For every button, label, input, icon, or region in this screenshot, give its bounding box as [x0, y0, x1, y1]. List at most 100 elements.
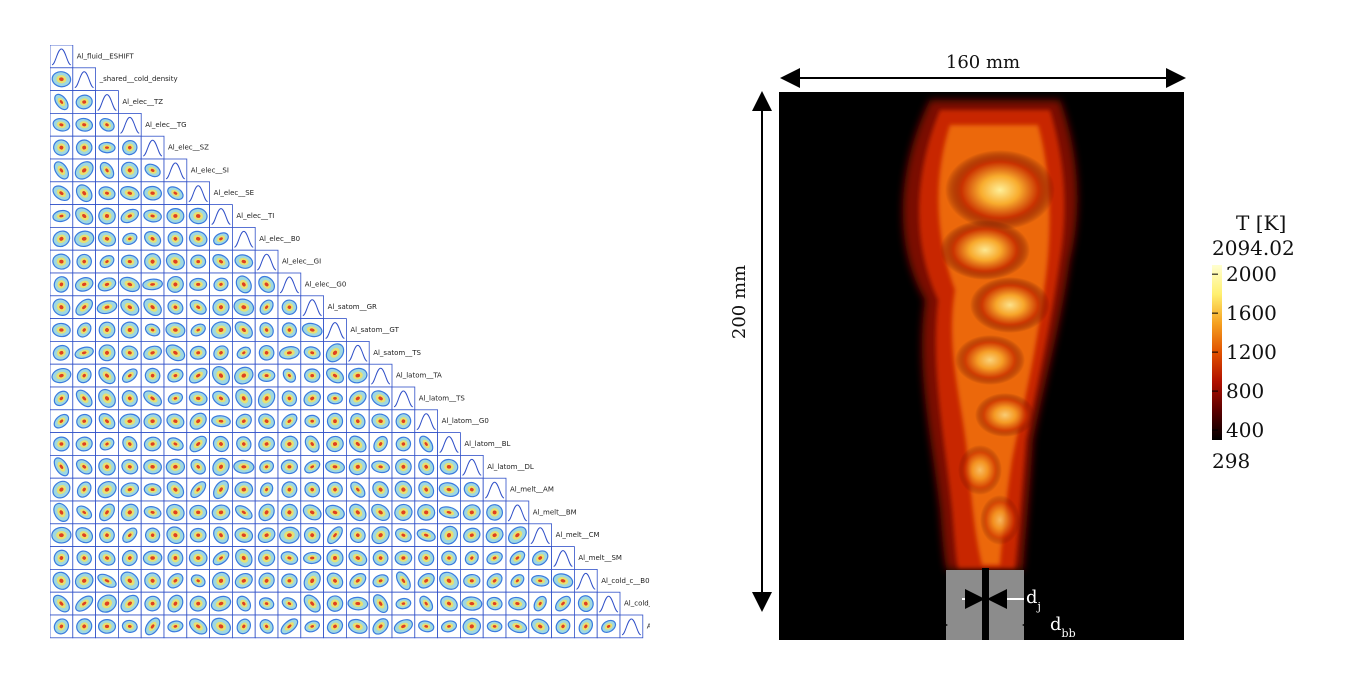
joint-cell: [95, 363, 119, 388]
joint-cell: [50, 409, 74, 433]
joint-cell: [163, 181, 188, 206]
joint-cell: [72, 295, 96, 320]
joint-cell: [209, 386, 233, 411]
joint-cell: [459, 500, 484, 525]
joint-cell: [482, 614, 507, 639]
joint-cell: [368, 591, 393, 616]
joint-cell: [596, 614, 621, 639]
joint-cell: [95, 204, 119, 228]
colorbar-tick-label: 800: [1226, 379, 1264, 403]
joint-cell: [118, 477, 142, 502]
joint-cell: [72, 113, 96, 137]
parameter-label: Al_elec__G0: [305, 280, 347, 288]
svg-text:dj: dj: [1026, 587, 1041, 613]
joint-cell: [323, 340, 347, 365]
joint-cell: [118, 135, 142, 160]
joint-cell: [277, 363, 302, 388]
joint-cell: [437, 454, 461, 479]
joint-cell: [118, 363, 142, 388]
joint-cell: [50, 500, 74, 525]
joint-cell: [50, 90, 74, 114]
joint-cell: [95, 340, 119, 365]
joint-cell: [163, 204, 188, 228]
joint-cell: [254, 386, 279, 411]
joint-cell: [254, 272, 279, 297]
marginal-cell: Al_melt__BM: [505, 500, 577, 525]
joint-cell: [323, 546, 347, 570]
joint-cell: [277, 569, 302, 593]
parameter-label: Al_satom__TS: [373, 349, 421, 357]
joint-cell: [140, 523, 165, 547]
joint-cell: [209, 477, 233, 502]
joint-cell: [95, 318, 119, 342]
joint-cell: [574, 614, 598, 639]
parameter-label: Al_latom__BL: [464, 440, 510, 448]
joint-cell: [414, 614, 438, 639]
joint-cell: [163, 614, 188, 639]
marginal-cell: Al_elec__GI: [254, 249, 321, 274]
parameter-label: Al_elec__SI: [191, 166, 229, 174]
colorbar-tick-label: 1200: [1226, 340, 1277, 364]
joint-cell: [437, 477, 461, 502]
joint-cell: [163, 477, 188, 502]
joint-cell: [95, 523, 119, 547]
joint-cell: [505, 614, 530, 639]
joint-cell: [95, 591, 119, 616]
joint-cell: [118, 226, 142, 251]
joint-cell: [140, 500, 165, 525]
joint-cell: [118, 614, 142, 639]
joint-cell: [72, 546, 96, 570]
joint-cell: [551, 569, 575, 593]
joint-cell: [186, 204, 211, 228]
corner-plot: Al_fluid__ESHIFT _shared__cold_density Al_…: [50, 45, 650, 639]
joint-cell: [368, 500, 393, 525]
joint-cell: [209, 614, 233, 639]
joint-cell: [368, 477, 393, 502]
joint-cell: [186, 569, 211, 593]
joint-cell: [391, 591, 416, 616]
joint-cell: [231, 295, 256, 320]
joint-cell: [231, 272, 256, 297]
dj-subscript: j: [1036, 600, 1041, 613]
dbb-label: d: [1050, 614, 1062, 635]
joint-cell: [50, 614, 74, 639]
joint-cell: [140, 249, 165, 274]
joint-cell: [391, 500, 416, 525]
joint-cell: [163, 249, 188, 274]
marginal-cell: Al_latom__TA: [368, 363, 442, 388]
joint-cell: [72, 409, 96, 433]
joint-cell: [231, 614, 256, 639]
parameter-label: Al_fluid__ESHIFT: [77, 52, 135, 60]
joint-cell: [345, 523, 370, 547]
joint-cell: [163, 591, 188, 616]
joint-cell: [209, 569, 233, 593]
joint-cell: [140, 318, 165, 342]
joint-cell: [140, 158, 165, 183]
joint-cell: [345, 591, 370, 616]
joint-cell: [414, 432, 438, 456]
joint-cell: [254, 295, 279, 320]
joint-cell: [277, 454, 302, 479]
joint-cell: [95, 454, 119, 479]
joint-cell: [231, 477, 256, 502]
marginal-cell: Al_cold_c__B0: [574, 569, 650, 593]
joint-cell: [459, 569, 484, 593]
joint-cell: [95, 226, 119, 251]
joint-cell: [118, 591, 142, 616]
joint-cell: [505, 569, 530, 593]
joint-cell: [254, 523, 279, 547]
joint-cell: [391, 432, 416, 456]
joint-cell: [209, 454, 233, 479]
joint-cell: [118, 340, 142, 365]
joint-cell: [300, 340, 325, 365]
joint-cell: [95, 500, 119, 525]
joint-cell: [277, 546, 302, 570]
marginal-cell: Al_latom__BL: [437, 432, 511, 456]
joint-cell: [323, 409, 347, 433]
joint-cell: [528, 569, 552, 593]
joint-cell: [368, 386, 393, 411]
joint-cell: [186, 386, 211, 411]
joint-cell: [118, 454, 142, 479]
marginal-cell: Al_melt__SM: [551, 546, 622, 570]
colorbar-min-label: 298: [1212, 449, 1250, 473]
